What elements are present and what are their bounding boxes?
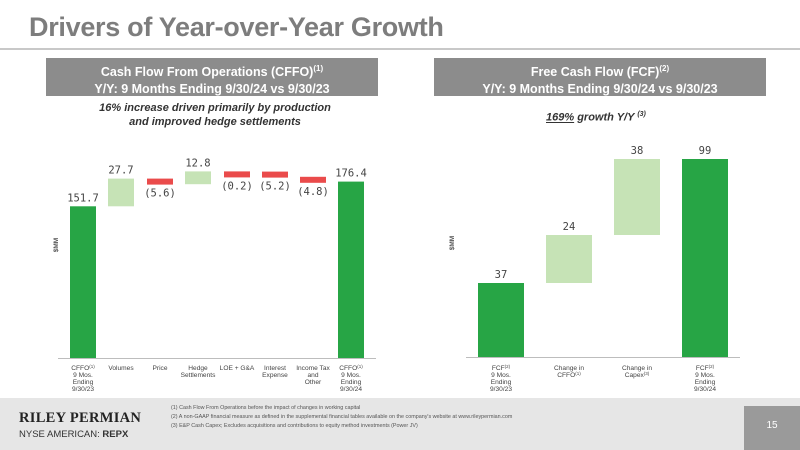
bar <box>614 159 660 235</box>
footnotes: (1) Cash Flow From Operations before the… <box>171 404 512 431</box>
fcf-growth-pct: 169% <box>546 111 575 124</box>
x-tick-label: FCF(2) <box>492 364 511 372</box>
fcf-note: 169% growth Y/Y (3) <box>546 108 646 125</box>
cffo-header-footnote-ref: (1) <box>313 64 324 73</box>
data-label: 27.7 <box>108 165 133 177</box>
bar <box>108 178 134 207</box>
exchange-ticker: NYSE AMERICAN: REPX <box>19 429 128 440</box>
x-tick-footnote: (1) <box>89 364 95 369</box>
footnote-1: (1) Cash Flow From Operations before the… <box>171 405 361 411</box>
x-tick-label: LOE + G&A <box>220 365 255 372</box>
x-tick-label: 9/30/23 <box>490 386 512 393</box>
footnote-2: (2) A non-GAAP financial measure as defi… <box>171 414 513 420</box>
page-title: Drivers of Year-over-Year Growth <box>29 12 444 42</box>
x-tick-label: Settlements <box>181 372 217 379</box>
bar <box>70 206 96 358</box>
bar <box>185 171 211 185</box>
cffo-panel-header: Cash Flow From Operations (CFFO)(1) Y/Y:… <box>46 58 378 96</box>
x-tick-label: CFFO(1) <box>557 371 581 379</box>
fcf-header-period: Y/Y: 9 Months Ending 9/30/24 vs 9/30/23 <box>482 82 718 97</box>
page-number: 15 <box>766 420 778 431</box>
x-tick-label: Other <box>305 379 322 386</box>
x-tick-label: Expense <box>262 372 288 379</box>
x-tick-label: 9/30/24 <box>694 386 716 393</box>
cffo-note-line1: 16% increase driven primarily by product… <box>99 102 331 114</box>
x-tick-label: Ending <box>73 379 94 386</box>
x-tick-footnote: (2) <box>505 364 511 369</box>
fcf-note-text: growth Y/Y <box>574 111 635 124</box>
footer-bar <box>0 398 800 450</box>
cffo-note: 16% increase driven primarily by product… <box>60 101 370 129</box>
data-label: (5.2) <box>259 181 291 193</box>
data-label: 12.8 <box>185 157 210 169</box>
data-label: 151.7 <box>67 192 99 204</box>
x-tick-label: and <box>307 372 318 379</box>
x-tick-label: CFFO(1) <box>339 364 363 372</box>
footnote-3: (3) E&P Cash Capex; Excludes acquisition… <box>171 423 418 429</box>
x-tick-label: Volumes <box>108 365 134 372</box>
x-tick-label: 9/30/23 <box>72 386 94 393</box>
x-tick-label: Ending <box>341 379 362 386</box>
x-tick-label: Price <box>152 365 167 372</box>
x-tick-label: Change in <box>622 365 652 372</box>
data-label: 24 <box>563 221 576 233</box>
bar <box>262 171 288 178</box>
data-label: (0.2) <box>221 180 253 192</box>
bar <box>546 235 592 283</box>
x-tick-label: Interest <box>264 365 286 372</box>
x-tick-label: 9 Mos. <box>491 372 511 379</box>
cffo-note-line2: and improved hedge settlements <box>129 116 301 128</box>
y-axis-label: $MM <box>449 236 456 250</box>
footer-accent <box>744 406 800 450</box>
x-tick-label: FCF(2) <box>696 364 715 372</box>
x-tick-label: Ending <box>491 379 512 386</box>
bar <box>147 178 173 185</box>
ticker-symbol: REPX <box>102 429 129 440</box>
bar <box>300 176 326 183</box>
x-tick-footnote: (1) <box>357 364 363 369</box>
bar <box>478 283 524 357</box>
fcf-note-footnote-ref: (3) <box>637 111 646 118</box>
bar <box>224 171 250 178</box>
title-divider <box>0 48 800 50</box>
company-logo: RILEY PERMIAN <box>19 410 142 426</box>
x-tick-label: Capex(3) <box>625 371 650 379</box>
x-tick-footnote: (1) <box>575 371 581 376</box>
data-label: (5.6) <box>144 188 176 200</box>
x-tick-label: 9 Mos. <box>695 372 715 379</box>
x-tick-label: 9 Mos. <box>341 372 361 379</box>
data-label: 38 <box>631 145 644 157</box>
bar <box>682 159 728 357</box>
fcf-header-footnote-ref: (2) <box>659 64 670 73</box>
data-label: 176.4 <box>335 168 367 180</box>
exchange-label: NYSE AMERICAN: <box>19 429 103 440</box>
data-label: 37 <box>495 269 508 281</box>
x-tick-label: 9/30/24 <box>340 386 362 393</box>
fcf-panel-header: Free Cash Flow (FCF)(2) Y/Y: 9 Months En… <box>434 58 766 96</box>
x-tick-label: Change in <box>554 365 584 372</box>
bar <box>338 181 364 358</box>
data-label: 99 <box>699 145 712 157</box>
x-tick-label: Hedge <box>188 365 208 372</box>
x-tick-label: Income Tax <box>296 365 330 372</box>
x-tick-label: CFFO(1) <box>71 364 95 372</box>
cffo-header-title: Cash Flow From Operations (CFFO) <box>100 65 314 80</box>
x-tick-label: 9 Mos. <box>73 372 93 379</box>
x-tick-footnote: (3) <box>644 371 650 376</box>
x-tick-label: Ending <box>695 379 716 386</box>
data-label: (4.8) <box>297 186 329 198</box>
cffo-header-period: Y/Y: 9 Months Ending 9/30/24 vs 9/30/23 <box>94 82 330 97</box>
x-tick-footnote: (2) <box>709 364 715 369</box>
fcf-header-title: Free Cash Flow (FCF) <box>530 65 660 80</box>
y-axis-label: $MM <box>53 238 60 252</box>
